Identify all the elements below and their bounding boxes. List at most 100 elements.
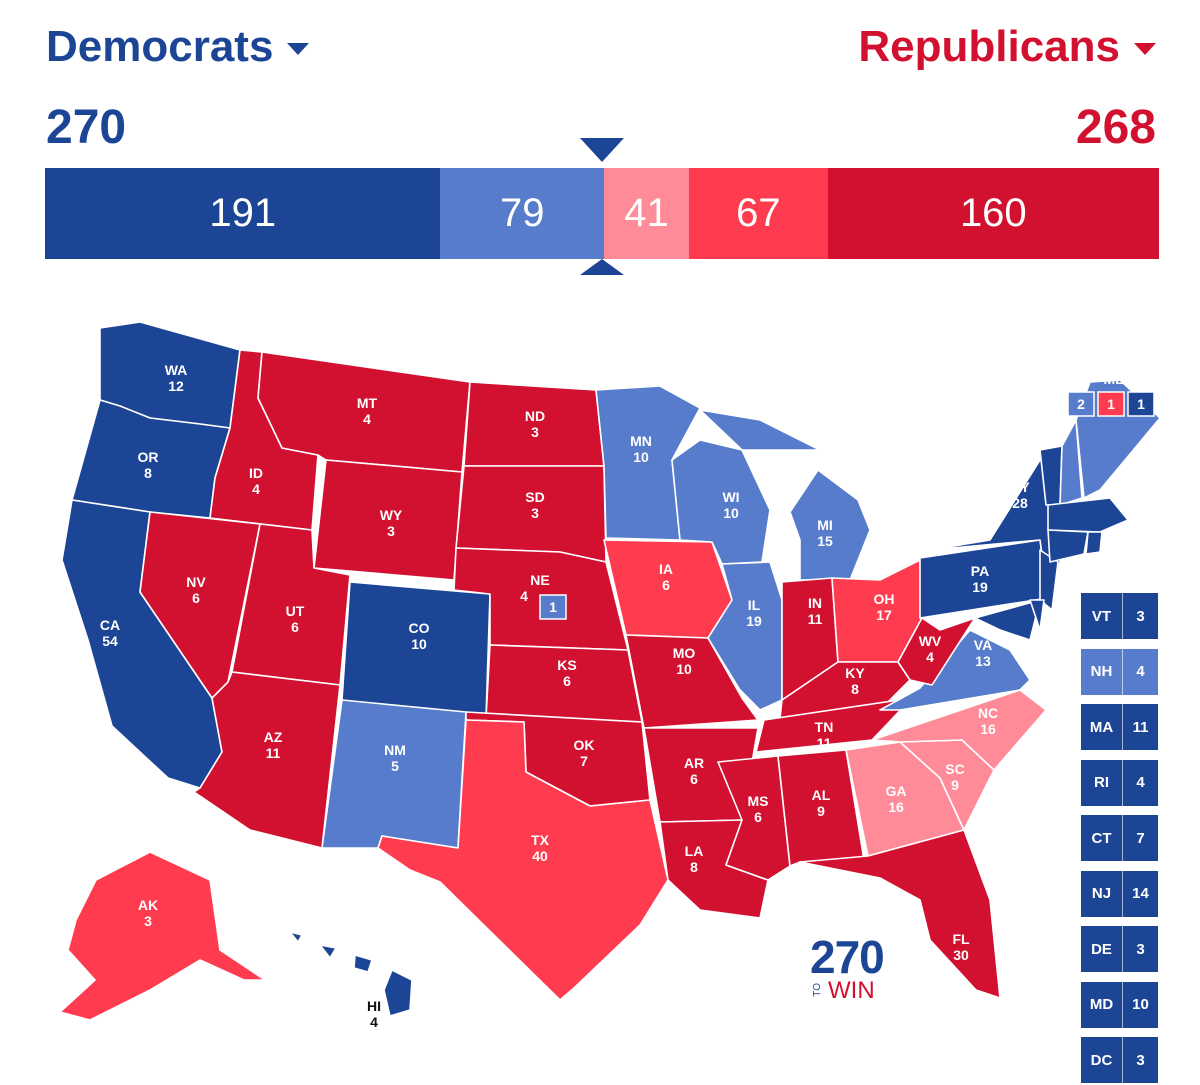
state-label-nc: NC <box>978 705 998 721</box>
state-votes-ky: 8 <box>851 681 859 697</box>
small-state-votes: 10 <box>1132 996 1149 1013</box>
democrats-dropdown[interactable]: Democrats <box>46 22 310 72</box>
small-state-ma[interactable]: MA 11 <box>1081 704 1158 750</box>
me-district-3[interactable] <box>1127 391 1155 417</box>
state-hi[interactable] <box>353 954 373 973</box>
small-state-ri[interactable]: RI 4 <box>1081 759 1158 806</box>
state-label-nm: NM <box>384 742 406 758</box>
republicans-dropdown[interactable]: Republicans <box>858 22 1156 72</box>
state-votes-la: 8 <box>690 859 698 875</box>
state-votes-ks: 6 <box>563 673 571 689</box>
state-votes-mo: 10 <box>676 661 692 677</box>
ne-district-box[interactable] <box>539 594 567 620</box>
small-state-abbr: NH <box>1081 648 1123 695</box>
state-votes-nc: 16 <box>980 721 996 737</box>
state-label-nv: NV <box>186 574 206 590</box>
small-state-nh[interactable]: NH 4 <box>1081 648 1158 695</box>
state-label-ne: NE <box>530 572 549 588</box>
state-votes-ny: 28 <box>1012 495 1028 511</box>
state-label-ms: MS <box>748 793 769 809</box>
state-votes-ut: 6 <box>291 619 299 635</box>
state-label-in: IN <box>808 595 822 611</box>
republicans-label: Republicans <box>858 22 1120 71</box>
state-il[interactable] <box>707 561 783 711</box>
small-state-md[interactable]: MD 10 <box>1081 981 1158 1028</box>
state-label-pa: PA <box>971 563 989 579</box>
state-votes-ak: 3 <box>144 913 152 929</box>
state-de[interactable] <box>1029 599 1045 631</box>
state-votes-pa: 19 <box>972 579 988 595</box>
state-label-ks: KS <box>557 657 576 673</box>
me-district-1[interactable] <box>1067 391 1095 417</box>
small-state-votes: 4 <box>1136 663 1145 680</box>
state-votes-sc: 9 <box>951 777 959 793</box>
state-md[interactable] <box>974 599 1041 641</box>
state-label-ak: AK <box>138 897 158 913</box>
small-state-abbr: MD <box>1081 981 1123 1028</box>
state-votes-al: 9 <box>817 803 825 819</box>
state-label-ca: CA <box>100 617 120 633</box>
state-votes-ca: 54 <box>102 633 118 649</box>
small-state-votes: 3 <box>1136 940 1145 958</box>
state-votes-wv: 4 <box>926 649 934 665</box>
state-votes-tx: 40 <box>532 848 548 864</box>
small-state-votes: 3 <box>1136 607 1145 625</box>
logo-win: WIN <box>828 977 875 1004</box>
state-mi[interactable] <box>789 469 871 581</box>
state-votes-az: 11 <box>266 745 281 761</box>
state-nm[interactable] <box>321 699 467 849</box>
state-votes-ne: 4 <box>520 588 528 604</box>
state-hi[interactable] <box>319 944 337 959</box>
ne-district-label: 1 <box>549 599 557 615</box>
small-state-vt[interactable]: VT 3 <box>1081 593 1158 639</box>
state-votes-id: 4 <box>252 481 260 497</box>
state-votes-or: 8 <box>144 465 152 481</box>
state-votes-oh: 17 <box>876 607 892 623</box>
small-state-votes: 7 <box>1136 829 1145 847</box>
state-ct[interactable] <box>1047 529 1089 563</box>
bar-segment-lean-rep: 41 <box>604 168 689 259</box>
state-label-ga: GA <box>886 783 907 799</box>
caret-down-icon <box>287 43 310 55</box>
state-label-wv: WV <box>919 633 942 649</box>
small-state-abbr: CT <box>1081 815 1123 861</box>
state-ri[interactable] <box>1085 531 1103 555</box>
bar-segment-likely-dem: 79 <box>440 168 605 259</box>
us-electoral-map: 1 ME 2 1 1 WA12OR8CA54ID4NV6MT4WY3UT6AZ1… <box>59 321 1161 1030</box>
state-label-mn: MN <box>630 433 652 449</box>
state-label-tx: TX <box>531 832 550 848</box>
state-mo[interactable] <box>625 634 759 729</box>
state-fl[interactable] <box>799 829 1001 999</box>
state-tx[interactable] <box>377 719 669 1001</box>
state-label-hi: HI <box>367 998 381 1014</box>
state-votes-sd: 3 <box>531 505 539 521</box>
state-votes-ar: 6 <box>690 771 698 787</box>
small-state-votes: 4 <box>1136 774 1145 791</box>
state-mi[interactable] <box>699 409 821 451</box>
state-votes-ga: 16 <box>888 799 904 815</box>
republicans-total: 268 <box>1075 101 1156 154</box>
small-state-de[interactable]: DE 3 <box>1081 926 1158 972</box>
state-hi[interactable] <box>289 931 303 943</box>
me-district-2[interactable] <box>1097 391 1125 417</box>
state-ma[interactable] <box>1047 497 1129 533</box>
small-state-abbr: VT <box>1081 593 1123 639</box>
state-hi[interactable] <box>383 969 413 1017</box>
electoral-vote-bar: 191 79 41 67 160 <box>45 168 1159 259</box>
small-state-dc[interactable]: DC 3 <box>1081 1037 1158 1083</box>
state-votes-in: 11 <box>808 611 823 627</box>
small-state-abbr: RI <box>1081 759 1123 806</box>
state-votes-mi: 15 <box>817 533 833 549</box>
state-az[interactable] <box>193 671 341 849</box>
caret-down-icon <box>1134 43 1156 55</box>
bar-segment-safe-dem: 191 <box>45 168 441 259</box>
state-ak[interactable] <box>59 851 266 1021</box>
small-state-ct[interactable]: CT 7 <box>1081 815 1158 861</box>
state-votes-nd: 3 <box>531 424 539 440</box>
state-nh[interactable] <box>1059 419 1083 506</box>
state-label-ut: UT <box>286 603 305 619</box>
state-votes-tn: 11 <box>817 735 832 751</box>
small-state-nj[interactable]: NJ 14 <box>1081 870 1158 917</box>
state-label-oh: OH <box>874 591 895 607</box>
state-votes-nm: 5 <box>391 758 399 774</box>
